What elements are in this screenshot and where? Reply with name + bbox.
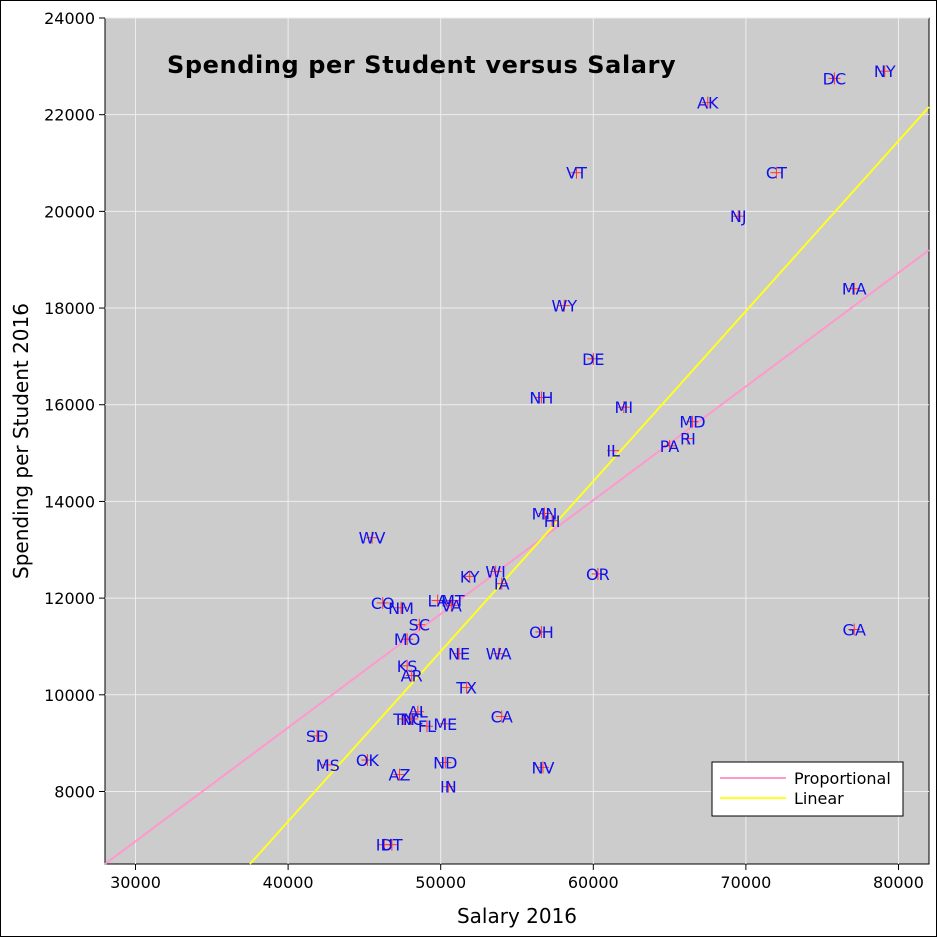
series-line-proportional	[104, 249, 930, 865]
legend-box	[711, 761, 904, 817]
axes: 30000 40000 50000 60000 70000 80000 8000 10000 1…	[44, 9, 924, 892]
x-tick-label: 40000	[263, 873, 314, 892]
series-line-linear	[249, 106, 930, 865]
y-tick-label: 22000	[44, 106, 95, 125]
point-label-ga: GA	[843, 621, 866, 640]
x-tick-label: 60000	[568, 873, 619, 892]
point-label-ky: KY	[460, 567, 480, 586]
y-tick-label: 12000	[44, 589, 95, 608]
point-label-or: OR	[586, 565, 610, 584]
point-label-wi: WI	[485, 563, 506, 582]
point-label-nc: NC	[400, 710, 423, 729]
y-axis-label: Spending per Student 2016	[9, 303, 33, 579]
point-label-mo: MO	[394, 630, 420, 649]
point-label-mi: MI	[615, 398, 634, 417]
chart-title: Spending per Student versus Salary	[167, 51, 676, 79]
point-label-vt: VT	[566, 164, 587, 183]
point-label-hi: HI	[544, 512, 561, 531]
x-tick-label: 80000	[873, 873, 924, 892]
point-label-ok: OK	[356, 751, 380, 770]
point-label-nm: NM	[388, 599, 414, 618]
point-label-fl: FL	[418, 717, 436, 736]
point-label-ar: AR	[401, 666, 423, 685]
x-tick-label: 70000	[720, 873, 771, 892]
point-label-az: AZ	[389, 766, 411, 785]
point-label-me: ME	[433, 715, 457, 734]
point-label-mn: MN	[532, 505, 558, 524]
point-label-ia: IA	[494, 575, 510, 594]
y-tick-label: 8000	[54, 782, 95, 801]
point-label-nj: NJ	[730, 207, 747, 226]
point-label-va: VA	[441, 596, 462, 615]
y-tick-label: 16000	[44, 396, 95, 415]
x-axis-label: Salary 2016	[457, 904, 577, 928]
point-label-nd: ND	[433, 753, 457, 772]
point-label-la: LA	[428, 592, 448, 611]
point-label-in: IN	[440, 778, 457, 797]
point-label-al: AL	[408, 703, 428, 722]
legend-label-linear: Linear	[794, 789, 844, 808]
point-label-sd: SD	[306, 727, 328, 746]
point-label-sc: SC	[409, 616, 430, 635]
point-label-pa: PA	[660, 437, 680, 456]
point-label-md: MD	[679, 413, 705, 432]
y-tick-label: 14000	[44, 492, 95, 511]
legend-label-proportional: Proportional	[794, 769, 891, 788]
point-label-dc: DC	[823, 69, 847, 88]
point-label-wy: WY	[552, 297, 578, 316]
point-label-nv: NV	[531, 758, 554, 777]
point-label-wv: WV	[359, 529, 386, 548]
y-tick-label: 10000	[44, 686, 95, 705]
grid	[105, 17, 929, 864]
point-label-ne: NE	[448, 645, 470, 664]
point-label-ma: MA	[842, 280, 867, 299]
point-label-wa: WA	[486, 645, 512, 664]
legend: Proportional Linear	[711, 761, 904, 817]
point-label-tx: TX	[455, 679, 477, 698]
y-tick-label: 20000	[44, 202, 95, 221]
point-label-ms: MS	[316, 756, 340, 775]
point-label-ca: CA	[491, 708, 513, 727]
plot-area	[104, 17, 930, 865]
y-tick-label: 24000	[44, 9, 95, 28]
x-tick-label: 30000	[110, 873, 161, 892]
point-label-nh: NH	[529, 388, 553, 407]
y-tick-label: 18000	[44, 299, 95, 318]
x-tick-label: 50000	[415, 873, 466, 892]
fit-lines	[104, 106, 930, 865]
point-label-de: DE	[582, 350, 604, 369]
point-label-oh: OH	[529, 623, 554, 642]
point-label-ks: KS	[397, 657, 418, 676]
point-label-ut: UT	[381, 836, 403, 855]
point-label-ri: RI	[680, 430, 696, 449]
point-label-ak: AK	[697, 94, 719, 113]
point-label-co: CO	[371, 594, 395, 613]
point-label-ny: NY	[874, 62, 896, 81]
point-label-il: IL	[606, 442, 620, 461]
point-label-ct: CT	[766, 164, 787, 183]
point-label-tn: TN	[392, 710, 415, 729]
point-label-id: ID	[376, 836, 393, 855]
